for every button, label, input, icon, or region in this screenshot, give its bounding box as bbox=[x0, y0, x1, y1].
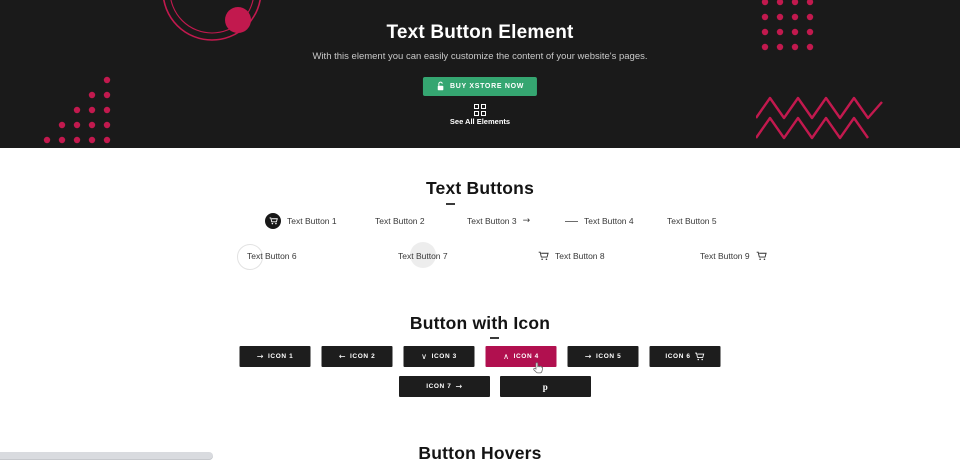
see-all-elements-link[interactable]: See All Elements bbox=[449, 117, 511, 126]
text-buttons-heading: Text Buttons bbox=[425, 178, 535, 198]
circle-filled-decor bbox=[409, 242, 436, 268]
text-button-1[interactable]: Text Button 1 bbox=[265, 213, 337, 229]
text-button-label: Text Button 6 bbox=[247, 251, 297, 261]
arrow-right-icon: → bbox=[522, 215, 531, 226]
arrow-right-icon: → bbox=[455, 381, 463, 391]
arrow-right-icon: → bbox=[584, 351, 593, 361]
icon-button-label: ICON 4 bbox=[513, 353, 539, 360]
buy-button-label: BUY XSTORE NOW bbox=[449, 83, 525, 90]
icon-button-2[interactable]: ← ICON 2 bbox=[321, 346, 393, 367]
hero-title: Text Button Element bbox=[386, 22, 574, 43]
buy-xstore-button[interactable]: BUY XSTORE NOW bbox=[422, 77, 538, 96]
icon-button-label: ICON 5 bbox=[596, 353, 622, 360]
cart-icon bbox=[695, 352, 705, 361]
text-button-2[interactable]: Text Button 2 bbox=[375, 216, 425, 226]
text-button-label: Text Button 8 bbox=[555, 251, 605, 261]
hero-subtitle: With this element you can easily customi… bbox=[312, 51, 648, 62]
text-button-3[interactable]: Text Button 3 → bbox=[467, 216, 530, 226]
text-button-9[interactable]: Text Button 9 bbox=[700, 251, 767, 261]
icon-button-7[interactable]: ICON 7 → bbox=[399, 376, 490, 397]
icon-button-3[interactable]: ∨ ICON 3 bbox=[403, 346, 475, 367]
icon-button-label: ICON 1 bbox=[268, 353, 294, 360]
heading-dash bbox=[490, 337, 499, 339]
circle-outline-decor bbox=[237, 244, 263, 270]
cart-icon bbox=[538, 251, 549, 260]
arrow-right-icon: → bbox=[256, 351, 265, 361]
icon-button-label: ICON 6 bbox=[665, 353, 691, 360]
cart-icon bbox=[756, 251, 767, 260]
icon-buttons-row-1: → ICON 1 ← ICON 2 ∨ ICON 3 ∧ ICON 4 → IC… bbox=[239, 346, 721, 367]
dots-triangle-decoration bbox=[43, 76, 111, 144]
chevron-down-icon: ∨ bbox=[421, 351, 428, 361]
icon-button-label: ICON 2 bbox=[350, 353, 376, 360]
icon-button-5[interactable]: → ICON 5 bbox=[567, 346, 639, 367]
arrow-left-icon: ← bbox=[338, 351, 347, 361]
button-with-icon-heading: Button with Icon bbox=[409, 313, 551, 333]
icon-button-1[interactable]: → ICON 1 bbox=[239, 346, 311, 367]
heading-dash bbox=[446, 203, 455, 205]
text-button-8[interactable]: Text Button 8 bbox=[538, 251, 605, 261]
text-button-6[interactable]: Text Button 6 bbox=[237, 244, 297, 270]
text-button-7[interactable]: Text Button 7 bbox=[398, 242, 448, 268]
text-button-label: Text Button 7 bbox=[398, 251, 448, 261]
pinterest-icon: p bbox=[542, 381, 549, 392]
icon-button-label: ICON 3 bbox=[431, 353, 457, 360]
text-button-5[interactable]: Text Button 5 bbox=[667, 216, 717, 226]
text-button-label: Text Button 5 bbox=[667, 216, 717, 226]
unlock-icon bbox=[437, 81, 444, 91]
text-button-label: Text Button 2 bbox=[375, 216, 425, 226]
icon-button-4[interactable]: ∧ ICON 4 bbox=[485, 346, 557, 367]
button-hovers-heading: Button Hovers bbox=[418, 443, 542, 460]
text-button-label: Text Button 3 bbox=[467, 216, 517, 226]
horizontal-scrollbar-thumb[interactable] bbox=[0, 452, 213, 460]
text-button-label: Text Button 1 bbox=[287, 216, 337, 226]
text-button-label: Text Button 9 bbox=[700, 251, 750, 261]
icon-button-8[interactable]: p bbox=[500, 376, 591, 397]
text-button-4[interactable]: Text Button 4 bbox=[565, 216, 634, 226]
icon-button-6[interactable]: ICON 6 bbox=[649, 346, 721, 367]
chevron-up-icon: ∧ bbox=[503, 351, 510, 361]
dash-icon bbox=[565, 220, 578, 222]
icon-button-label: ICON 7 bbox=[426, 383, 452, 390]
text-button-label: Text Button 4 bbox=[584, 216, 634, 226]
hero-section: Text Button Element With this element yo… bbox=[0, 0, 960, 148]
cart-circle-icon bbox=[265, 213, 281, 229]
icon-buttons-row-2: ICON 7 → p bbox=[399, 376, 591, 397]
grid-icon[interactable] bbox=[474, 104, 486, 116]
